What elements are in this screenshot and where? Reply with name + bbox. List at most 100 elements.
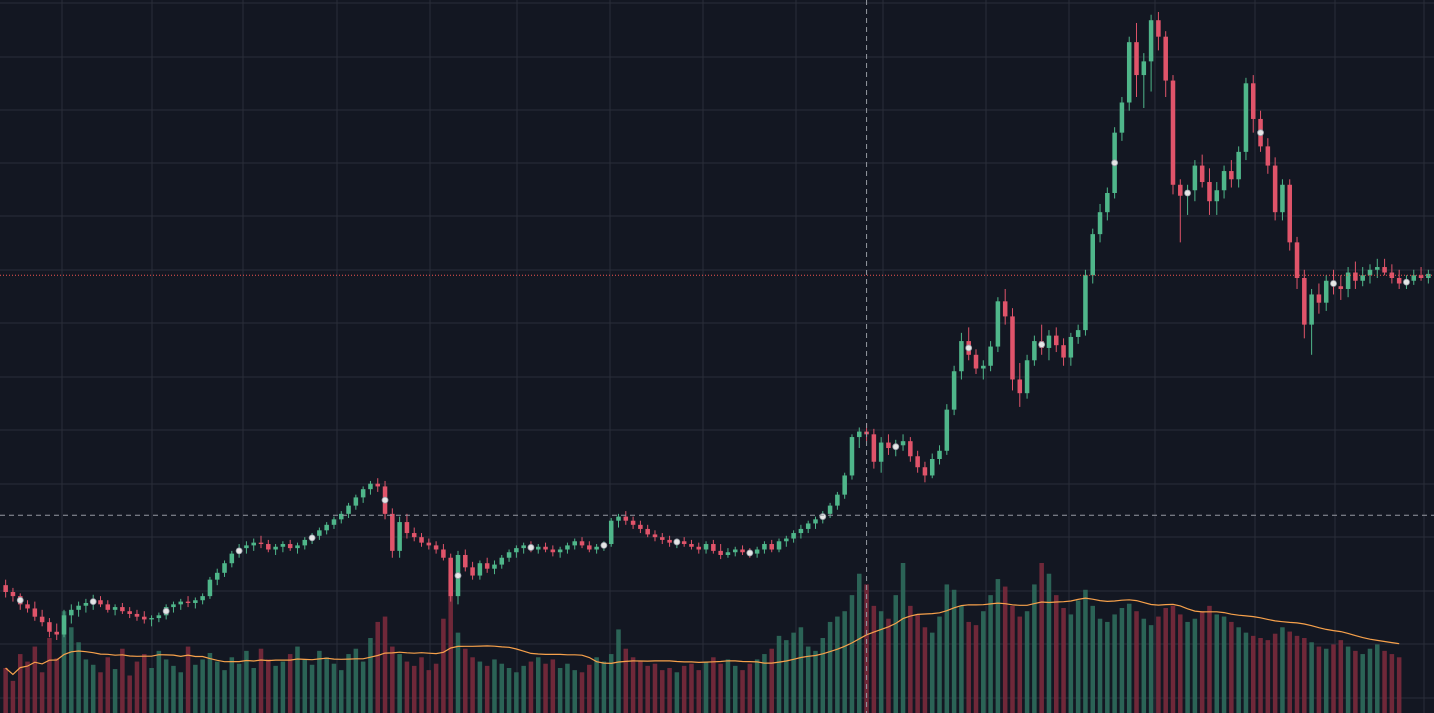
volume-bar-159 — [1163, 608, 1168, 713]
candle-body-144 — [1053, 335, 1059, 346]
candle-body-173 — [1265, 146, 1271, 166]
candle-156 — [1141, 53, 1147, 108]
candle-body-145 — [1061, 345, 1066, 358]
candle-body-56 — [411, 533, 417, 538]
volume-bar-25 — [185, 646, 191, 713]
candle-body-156 — [1141, 61, 1147, 76]
candle-body-159 — [1163, 36, 1168, 81]
candle-body-48 — [353, 497, 359, 506]
candle-101 — [740, 545, 745, 555]
candle-134 — [981, 360, 986, 380]
volume-bar-77 — [565, 663, 570, 713]
volume-bar-133 — [973, 625, 979, 713]
candle-body-100 — [732, 549, 738, 553]
marker-dot-162 — [1184, 189, 1191, 197]
candle-136 — [995, 297, 1001, 353]
candle-body-123 — [900, 441, 906, 446]
volume-bar-18 — [134, 661, 140, 713]
marker-dot-132 — [965, 344, 973, 352]
candle-53 — [390, 508, 395, 558]
candle-body-169 — [1236, 151, 1241, 180]
candle-83 — [608, 517, 614, 547]
volume-bar-183 — [1338, 640, 1344, 713]
candle-148 — [1083, 269, 1088, 336]
candle-132 — [966, 327, 971, 361]
volume-bar-167 — [1221, 616, 1227, 713]
volume-ma-line — [5, 597, 1400, 676]
candle-33 — [244, 541, 249, 554]
candle-body-40 — [295, 545, 300, 549]
candle-body-179 — [1309, 294, 1314, 325]
volume-bar-142 — [1039, 563, 1044, 713]
volume-bar-177 — [1294, 635, 1300, 713]
candle-body-76 — [557, 549, 563, 553]
volume-bar-121 — [886, 618, 891, 713]
candle-body-25 — [185, 601, 191, 603]
candle-18 — [134, 609, 140, 621]
candle-60 — [441, 544, 446, 561]
volume-bar-8 — [61, 611, 67, 713]
volume-bar-47 — [346, 654, 351, 713]
volume-bar-146 — [1068, 614, 1074, 713]
volume-bar-172 — [1258, 638, 1263, 713]
volume-bar-147 — [1075, 600, 1081, 713]
candle-body-155 — [1134, 42, 1139, 76]
candle-179 — [1309, 288, 1314, 355]
volume-bar-181 — [1323, 648, 1329, 713]
volume-bar-11 — [83, 659, 89, 713]
volume-bar-54 — [397, 654, 402, 713]
candle-body-3 — [25, 604, 30, 609]
volume-bar-127 — [929, 632, 935, 713]
candle-135 — [988, 341, 993, 372]
candle-126 — [922, 461, 928, 483]
candle-97 — [711, 539, 716, 554]
candle-body-15 — [112, 607, 118, 610]
volume-bar-123 — [900, 563, 906, 713]
candle-body-167 — [1221, 171, 1227, 191]
candle-body-161 — [1178, 184, 1183, 196]
candle-21 — [156, 612, 162, 623]
candle-54 — [397, 516, 402, 558]
candle-14 — [105, 600, 111, 613]
volume-bar-136 — [995, 579, 1001, 713]
volume-bar-38 — [280, 661, 286, 713]
candle-body-88 — [645, 528, 650, 535]
volume-bar-131 — [959, 605, 964, 713]
candle-84 — [616, 513, 621, 528]
candle-body-59 — [433, 545, 439, 550]
candle-11 — [83, 598, 89, 613]
candle-106 — [776, 538, 782, 553]
volume-bar-122 — [893, 595, 899, 713]
candle-body-54 — [397, 522, 402, 551]
candle-body-143 — [1046, 335, 1052, 348]
candle-155 — [1134, 22, 1139, 98]
candle-body-178 — [1302, 278, 1307, 325]
candle-189 — [1382, 258, 1387, 276]
volume-bar-100 — [732, 665, 738, 713]
volume-bar-75 — [550, 659, 556, 713]
candle-168 — [1229, 160, 1234, 188]
volume-bar-176 — [1287, 631, 1292, 713]
candle-body-119 — [871, 434, 877, 462]
candle-body-14 — [105, 604, 111, 610]
candle-body-121 — [886, 442, 891, 449]
candle-110 — [805, 520, 811, 534]
volume-bar-151 — [1105, 621, 1110, 713]
volume-bar-105 — [769, 648, 774, 713]
volume-bar-148 — [1083, 589, 1088, 713]
volume-bar-135 — [988, 595, 993, 713]
candle-body-83 — [608, 520, 614, 545]
volume-bar-128 — [937, 616, 942, 713]
candle-39 — [287, 539, 293, 551]
candle-body-16 — [120, 607, 125, 612]
volume-bar-43 — [317, 650, 322, 713]
candle-body-189 — [1382, 267, 1387, 273]
candle-body-136 — [995, 301, 1001, 347]
candle-35 — [258, 535, 264, 549]
candle-body-160 — [1170, 80, 1176, 185]
candle-67 — [492, 560, 497, 575]
candle-body-120 — [878, 442, 884, 462]
